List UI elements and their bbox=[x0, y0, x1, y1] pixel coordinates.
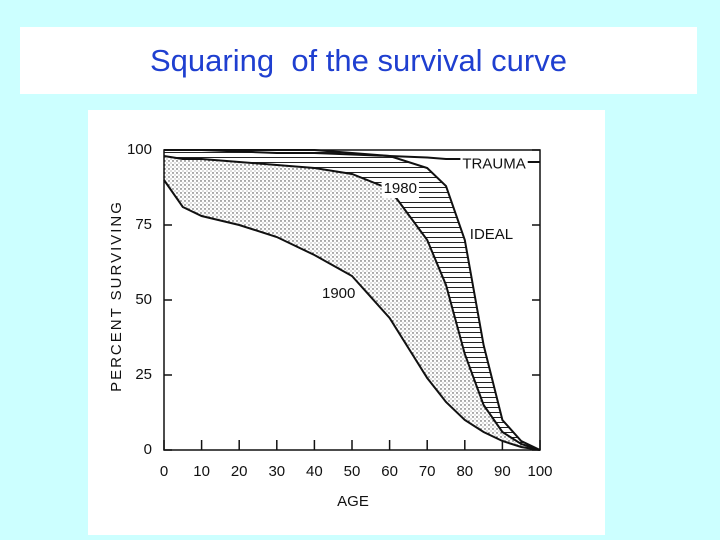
slide-title: Squaring of the survival curve bbox=[150, 42, 567, 78]
shaded-band bbox=[164, 156, 540, 450]
x-tick-label: 60 bbox=[381, 463, 398, 480]
title-box: Squaring of the survival curve bbox=[20, 27, 697, 94]
x-tick-label: 50 bbox=[344, 463, 361, 480]
series-label: 1900 bbox=[322, 285, 355, 302]
x-tick-label: 30 bbox=[268, 463, 285, 480]
label-bg bbox=[320, 285, 358, 303]
y-tick-label: 100 bbox=[127, 141, 152, 158]
series-label: 1980 bbox=[384, 180, 417, 197]
series-line bbox=[163, 179, 541, 451]
x-tick-label: 0 bbox=[160, 463, 168, 480]
x-tick-label: 10 bbox=[193, 463, 210, 480]
series-label: TRAUMA bbox=[462, 155, 525, 172]
x-tick-label: 40 bbox=[306, 463, 323, 480]
shaded-band bbox=[164, 150, 540, 450]
label-bg bbox=[381, 180, 419, 198]
y-axis-label: PERCENT SURVIVING bbox=[108, 200, 125, 392]
x-tick-label: 20 bbox=[231, 463, 248, 480]
x-tick-label: 80 bbox=[456, 463, 473, 480]
x-axis-label: AGE bbox=[337, 493, 369, 510]
x-tick-label: 100 bbox=[527, 463, 552, 480]
y-tick-label: 0 bbox=[144, 441, 152, 458]
x-tick-label: 70 bbox=[419, 463, 436, 480]
y-tick-label: 50 bbox=[135, 291, 152, 308]
x-tick-label: 90 bbox=[494, 463, 511, 480]
y-tick-label: 25 bbox=[135, 366, 152, 383]
label-bg bbox=[460, 155, 528, 174]
label-bg bbox=[467, 226, 516, 244]
y-tick-label: 75 bbox=[135, 216, 152, 233]
series-label: IDEAL bbox=[470, 226, 513, 243]
